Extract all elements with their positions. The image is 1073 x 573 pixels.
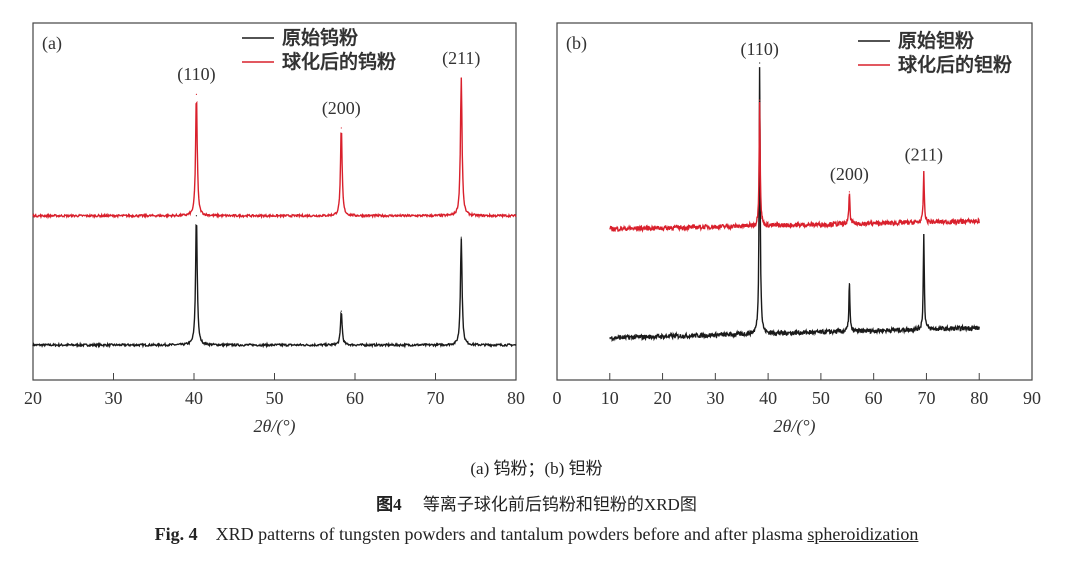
legend-label: 原始钽粉 xyxy=(898,29,974,52)
peak-point xyxy=(195,93,198,95)
panel-label: (a) xyxy=(42,33,62,54)
peak-point xyxy=(848,283,850,285)
peak-point xyxy=(759,62,761,64)
x-tick-label: 10 xyxy=(601,388,619,408)
x-tick-label: 40 xyxy=(185,388,203,408)
subfigure-caption: (a) 钨粉；(b) 钽粉 xyxy=(470,459,603,478)
x-tick-label: 30 xyxy=(706,388,724,408)
panel-label: (b) xyxy=(566,33,587,54)
legend-label: 球化后的钨粉 xyxy=(282,50,396,73)
x-tick-label: 50 xyxy=(812,388,830,408)
peak-point xyxy=(923,234,925,236)
series-line-spheroidized xyxy=(609,101,980,234)
peak-point xyxy=(195,215,198,217)
english-figure-label: Fig. 4 xyxy=(154,524,198,544)
peak-label: (110) xyxy=(741,39,779,60)
chinese-caption-text: 等离子球化前后钨粉和钽粉的XRD图 xyxy=(422,495,697,514)
peak-point xyxy=(759,99,761,101)
series-line-original xyxy=(609,67,980,343)
x-tick-label: 20 xyxy=(24,388,42,408)
chinese-figure-label: 图4 xyxy=(376,495,402,514)
peak-label: (211) xyxy=(905,144,943,165)
english-caption-text-end: spheroidization xyxy=(807,524,919,544)
peak-point xyxy=(340,127,342,129)
x-tick-label: 60 xyxy=(346,388,364,408)
series-line-spheroidized xyxy=(32,77,517,220)
peak-label: (110) xyxy=(177,64,215,85)
legend-label: 原始钨粉 xyxy=(282,26,358,49)
plot-frame xyxy=(32,22,517,381)
peak-point xyxy=(848,191,850,193)
peak-point xyxy=(923,172,925,174)
peak-point xyxy=(460,236,462,238)
x-tick-label: 20 xyxy=(654,388,672,408)
x-tick-label: 80 xyxy=(970,388,988,408)
x-axis-label: 2θ/(°) xyxy=(253,416,295,437)
peak-label: (200) xyxy=(830,164,869,185)
english-caption-text: XRD patterns of tungsten powders and tan… xyxy=(215,524,808,544)
x-tick-label: 70 xyxy=(427,388,445,408)
x-tick-label: 30 xyxy=(105,388,123,408)
x-tick-label: 90 xyxy=(1023,388,1041,408)
plot-frame xyxy=(556,22,1033,381)
peak-point xyxy=(340,310,342,312)
x-tick-label: 50 xyxy=(266,388,284,408)
peak-point xyxy=(460,77,462,79)
english-caption: Fig. 4 XRD patterns of tungsten powders … xyxy=(0,524,1073,545)
legend-label: 球化后的钽粉 xyxy=(898,53,1012,76)
x-tick-label: 0 xyxy=(553,388,562,408)
x-tick-label: 40 xyxy=(759,388,777,408)
series-line-original xyxy=(32,224,517,349)
x-tick-label: 70 xyxy=(917,388,935,408)
peak-label: (211) xyxy=(442,48,480,69)
x-tick-label: 80 xyxy=(507,388,525,408)
chinese-caption: 图4 等离子球化前后钨粉和钽粉的XRD图 xyxy=(0,490,1073,515)
x-tick-label: 60 xyxy=(865,388,883,408)
peak-label: (200) xyxy=(322,98,361,119)
x-axis-label: 2θ/(°) xyxy=(773,416,815,437)
